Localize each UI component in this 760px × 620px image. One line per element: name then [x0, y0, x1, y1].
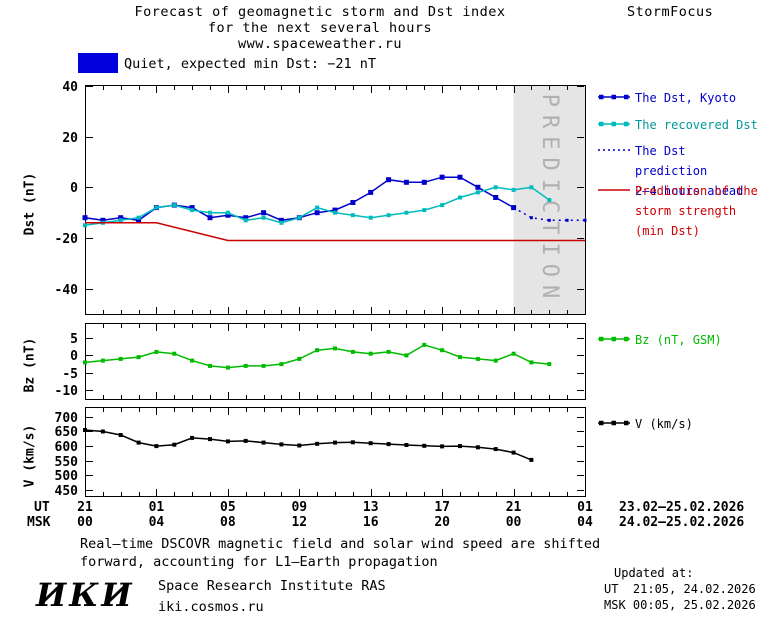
x-tick-msk: 00 [77, 515, 93, 530]
y-tick-label: 40 [62, 80, 78, 95]
y-tick-label: 700 [55, 411, 79, 426]
y-tick-label: -20 [55, 232, 79, 247]
legend-label: V (km/s) [635, 417, 693, 431]
title-site-url: www.spaceweather.ru [238, 36, 402, 52]
x-tick-ut: 09 [291, 500, 308, 515]
x-tick-ut: 01 [577, 500, 593, 515]
institute-url: iki.cosmos.ru [158, 599, 264, 615]
dst-kyoto-sample-line [598, 94, 630, 100]
legend-recovered-dst: The recovered Dst [597, 115, 758, 135]
legend-label: The Dst prediction 2–4 hours ahead [635, 144, 744, 198]
x-tick-msk: 04 [148, 515, 165, 530]
ut-row-label: UT [34, 500, 50, 515]
dst-prediction-line [513, 206, 585, 222]
x-axis-tick-labels: 21 00 01 04 05 08 09 12 13 16 17 20 21 00 01 04 [40, 500, 600, 532]
panel-border [85, 323, 586, 400]
legend-min-dst-prediction: Prediction of the storm strength (min Ds… [597, 181, 758, 241]
storm-level-swatch [78, 53, 118, 73]
y-tick-label: 0 [70, 181, 78, 196]
y-tick-label: 500 [55, 469, 79, 484]
y-tick-label: -10 [55, 384, 79, 399]
solar-wind-speed-line [84, 429, 532, 461]
iki-logo: ИКИ [36, 576, 135, 614]
x-tick-ut: 01 [148, 500, 165, 515]
updated-at-label: Updated at: [614, 566, 694, 580]
bz-chart-panel: 5 0 -5 -10 [55, 323, 586, 400]
updated-ut: UT 21:05, 24.02.2026 [604, 582, 756, 596]
legend-label: The recovered Dst [635, 118, 758, 132]
y-tick-label: 600 [55, 440, 79, 455]
legend-v: V (km/s) [597, 414, 693, 434]
dst-kyoto-line [84, 176, 514, 222]
msk-date-range: 24.02–25.02.2026 [619, 515, 745, 530]
x-tick-ut: 13 [362, 500, 379, 515]
x-tick-msk: 16 [362, 515, 379, 530]
x-tick-msk: 08 [220, 515, 236, 530]
y-tick-label: 5 [70, 332, 78, 347]
page-title: Forecast of geomagnetic storm and Dst in… [60, 4, 580, 52]
legend-label: Bz (nT, GSM) [635, 333, 722, 347]
ut-date-range: 23.02–25.02.2026 [619, 500, 745, 515]
x-tick-msk: 20 [434, 515, 450, 530]
msk-row-label: MSK [27, 515, 51, 530]
updated-msk: MSK 00:05, 25.02.2026 [604, 598, 756, 612]
panel-border [85, 85, 586, 315]
x-tick-msk: 12 [291, 515, 308, 530]
x-tick-ut: 21 [505, 500, 522, 515]
propagation-note-line1: Real–time DSCOVR magnetic field and sola… [80, 536, 601, 552]
y-tick-label: 450 [55, 484, 79, 499]
min-dst-prediction-line [85, 222, 585, 242]
dst-kyoto-markers [82, 174, 517, 223]
bz-gsm-markers [83, 342, 552, 370]
min-dst-sample-line [598, 189, 630, 191]
v-sample-line [598, 420, 630, 426]
y-tick-label: 20 [62, 131, 78, 146]
legend-bz: Bz (nT, GSM) [597, 330, 722, 350]
bz-sample-line [598, 336, 630, 342]
y-tick-label: 650 [55, 425, 79, 440]
storm-status-label: Quiet, expected min Dst: −21 nT [124, 56, 376, 72]
x-tick-ut: 17 [434, 500, 450, 515]
y-tick-label: -5 [62, 367, 78, 382]
x-tick-msk: 04 [577, 515, 593, 530]
legend-label: The Dst, Kyoto [635, 91, 737, 105]
legend-label: Prediction of the storm strength (min Ds… [635, 184, 758, 238]
dst-prediction-sample-line [598, 149, 630, 151]
x-tick-ut: 05 [220, 500, 236, 515]
recovered-dst-sample-line [598, 121, 630, 127]
legend-dst-prediction: The Dst prediction 2–4 hours ahead [597, 141, 760, 201]
recovered-dst-markers [83, 185, 552, 228]
x-tick-msk: 00 [505, 515, 522, 530]
y-tick-label: 0 [70, 349, 78, 364]
panel-border [85, 407, 586, 497]
x-tick-ut: 21 [77, 500, 93, 515]
legend-dst-kyoto: The Dst, Kyoto [597, 88, 736, 108]
solar-wind-speed-markers [83, 428, 534, 462]
institute-name: Space Research Institute RAS [158, 578, 386, 594]
propagation-note: Real–time DSCOVR magnetic field and sola… [80, 536, 600, 571]
y-tick-label: 550 [55, 455, 79, 470]
title-line1: Forecast of geomagnetic storm and Dst in… [134, 4, 506, 20]
y-tick-label: -40 [55, 283, 79, 298]
dst-prediction-markers [512, 206, 587, 222]
propagation-note-line2: forward, accounting for L1–Earth propaga… [80, 553, 438, 570]
brand-name: StormFocus [627, 4, 714, 20]
title-line2: for the next several hours [207, 20, 433, 36]
